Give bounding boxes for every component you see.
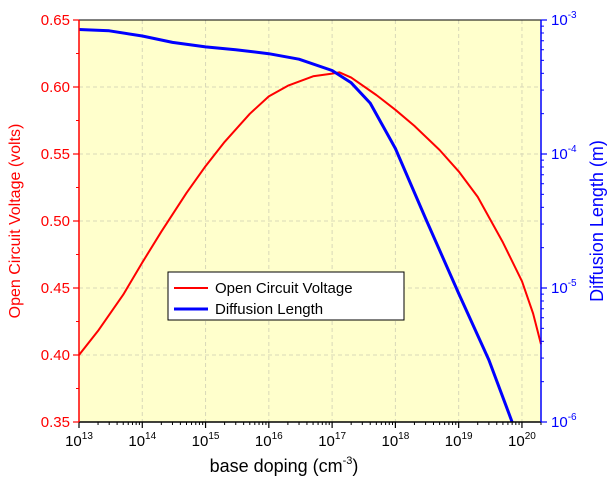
y-right-tick-label: 10-5 [551,278,577,297]
x-tick-base: 10 [508,433,525,450]
x-tick-base: 10 [128,433,145,450]
ticks: 1013 1014 1015 1016 1017 1018 1019 10200.350.40… [41,10,577,450]
x-tick-base: 10 [445,433,462,450]
x-tick-exp: 15 [208,431,220,442]
x-tick-base: 10 [65,433,82,450]
series-line-diffusion-length [78,28,514,423]
y-left-tick-label: 0.65 [41,12,70,29]
y-right-tick-base: 10 [551,146,568,163]
x-tick-exp: 18 [398,431,410,442]
x-tick-base: 10 [255,433,272,450]
x-axis-title-prefix: base doping (cm [210,456,343,476]
y-axis-right-title: Diffusion Length (m) [587,140,607,302]
y-right-tick-base: 10 [551,414,568,431]
x-axis-title-sup: -3 [343,455,353,467]
x-tick-exp: 16 [272,431,284,442]
x-tick-exp: 20 [525,431,537,442]
y-right-tick-label: 10-4 [551,144,577,163]
series-layer [78,28,542,423]
x-tick-base: 10 [192,433,209,450]
y-right-tick-base: 10 [551,280,568,297]
x-tick-label: 1013 [65,431,93,450]
x-tick-label: 1014 [128,431,156,450]
y-right-tick-exp: -5 [568,278,577,289]
y-left-tick-label: 0.40 [41,347,70,364]
legend-box [167,271,405,321]
x-tick-base: 10 [318,433,335,450]
y-right-tick-exp: -3 [568,10,577,21]
y-left-tick-label: 0.50 [41,213,70,230]
x-tick-exp: 19 [461,431,473,442]
x-tick-label: 1019 [445,431,473,450]
x-tick-exp: 17 [335,431,347,442]
y-left-tick-label: 0.35 [41,414,70,431]
y-axis-left-title: Open Circuit Voltage (volts) [7,124,24,319]
y-left-tick-label: 0.60 [41,79,70,96]
x-tick-label: 1015 [192,431,220,450]
y-left-tick-label: 0.45 [41,280,70,297]
x-tick-label: 1017 [318,431,346,450]
x-tick-label: 1020 [508,431,536,450]
x-tick-exp: 14 [145,431,157,442]
y-left-tick-label: 0.55 [41,146,70,163]
y-right-tick-exp: -4 [568,144,577,155]
x-tick-base: 10 [381,433,398,450]
x-axis-title: base doping (cm-3) [210,455,359,476]
y-right-tick-label: 10-6 [551,412,577,431]
legend-label-open-circuit-voltage: Open Circuit Voltage [215,280,353,297]
x-tick-label: 1018 [381,431,409,450]
x-axis-title-suffix: ) [352,456,358,476]
y-right-tick-exp: -6 [568,412,577,423]
legend-label-diffusion-length: Diffusion Length [215,301,323,318]
x-tick-label: 1016 [255,431,283,450]
grid [79,20,541,422]
legend: Open Circuit Voltage Diffusion Length [167,271,405,321]
series-line-open-circuit-voltage [78,71,542,356]
x-tick-exp: 13 [82,431,94,442]
y-right-tick-label: 10-3 [551,10,577,29]
y-right-tick-base: 10 [551,12,568,29]
